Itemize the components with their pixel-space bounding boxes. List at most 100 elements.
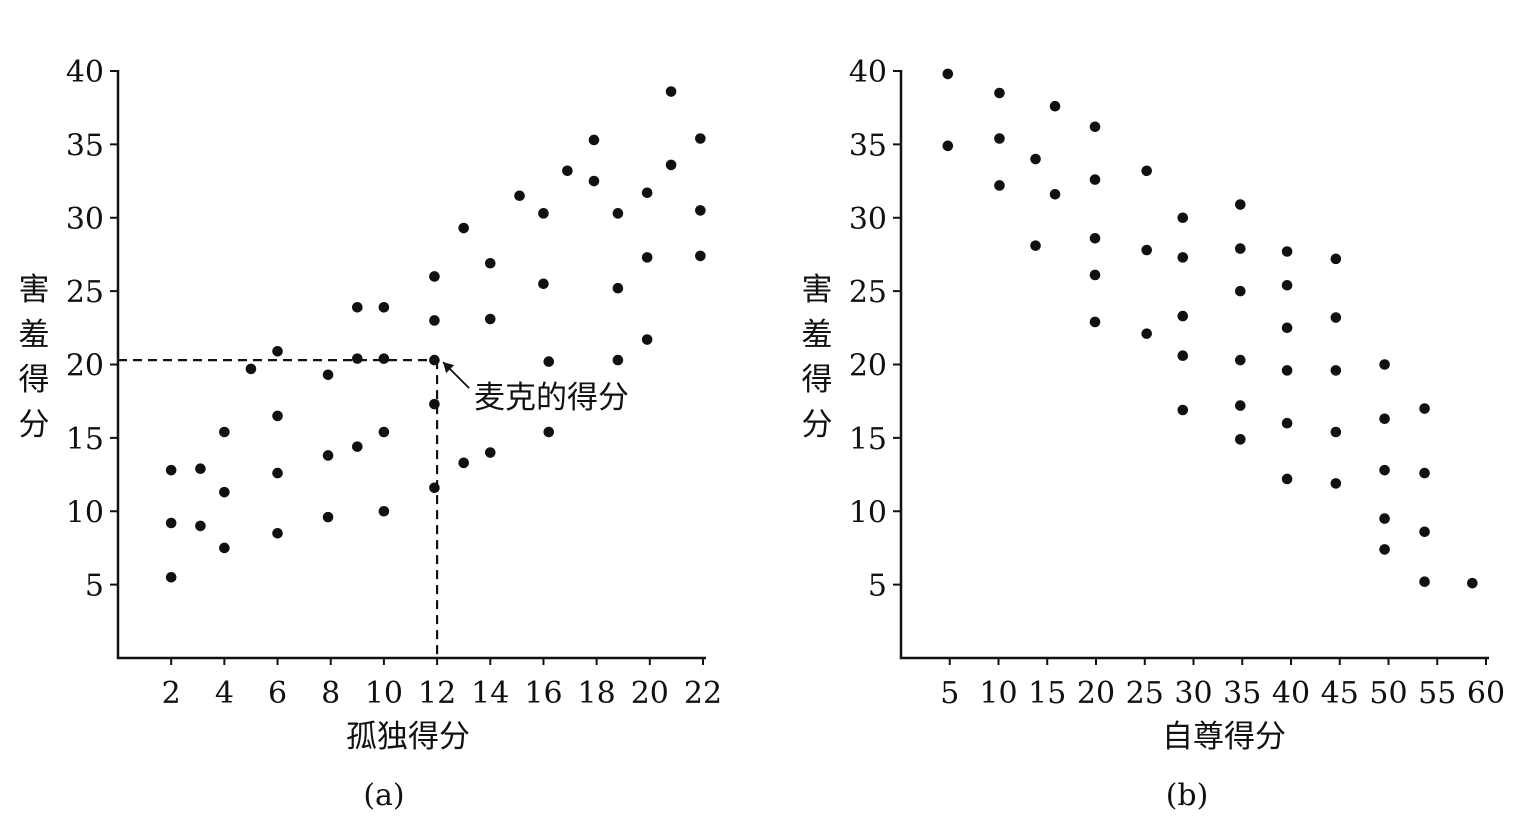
data-point	[272, 410, 283, 422]
annotation-a: 麦克的得分	[118, 358, 629, 658]
data-point	[1049, 100, 1061, 112]
data-point	[1049, 188, 1061, 200]
x-tick-label: 60	[1467, 676, 1505, 711]
data-point	[695, 250, 706, 262]
chart-panel-b: 5 10 15 20 25 30 35 40 45 50 55 60 510152025303540 …	[802, 55, 1506, 813]
data-point	[1177, 310, 1189, 322]
x-tick-label: 14	[471, 676, 509, 711]
data-point	[612, 208, 624, 219]
data-point	[1379, 464, 1390, 476]
data-point	[994, 180, 1005, 191]
data-point	[1141, 165, 1152, 177]
data-point	[429, 354, 440, 366]
data-point	[352, 301, 363, 313]
data-point	[1419, 526, 1430, 538]
y-ticks-a: 5 10 15 20 25 30 35 40	[66, 55, 118, 604]
data-point	[245, 363, 257, 375]
data-point	[1330, 253, 1342, 265]
x-tick-label: 5	[940, 676, 959, 711]
data-point	[612, 282, 624, 294]
axes-b	[899, 70, 1489, 660]
data-point	[1419, 576, 1430, 587]
y-tick-label: 15	[849, 422, 887, 457]
y-axis-title-b: 害羞得分	[802, 272, 833, 443]
data-point	[322, 511, 334, 523]
data-point	[665, 86, 677, 97]
data-point	[1330, 312, 1342, 323]
data-point	[1177, 350, 1189, 361]
y-tick-label: 25	[849, 275, 887, 310]
x-tick-label: 45	[1321, 676, 1359, 711]
data-point	[1379, 513, 1390, 524]
data-point	[1235, 400, 1246, 411]
x-tick-label: 35	[1223, 676, 1261, 711]
data-point	[1141, 244, 1152, 256]
y-tick-label: 35	[66, 128, 104, 163]
data-point	[543, 356, 555, 367]
data-point	[695, 133, 706, 144]
x-tick-label: 6	[268, 676, 287, 711]
x-tick-label: 50	[1369, 676, 1407, 711]
data-point	[665, 159, 677, 171]
data-point	[429, 315, 440, 326]
data-point	[1089, 316, 1101, 328]
data-point	[1235, 434, 1246, 445]
x-tick-label: 18	[578, 676, 616, 711]
data-point	[165, 464, 177, 476]
data-point	[1281, 322, 1293, 334]
x-tick-label: 4	[215, 676, 234, 711]
data-point	[543, 426, 555, 438]
y-tick-label: 30	[849, 202, 887, 237]
data-point	[612, 354, 624, 366]
data-point	[165, 517, 177, 529]
data-point	[942, 68, 954, 80]
data-point	[378, 301, 390, 313]
data-point	[1330, 478, 1342, 489]
data-point	[272, 467, 283, 479]
x-tick-label: 10	[365, 676, 403, 711]
data-point	[1281, 279, 1293, 291]
x-tick-label: 10	[979, 676, 1017, 711]
data-point	[352, 441, 363, 452]
panel-label-b: (b)	[1166, 778, 1209, 813]
data-points-a	[165, 86, 706, 583]
data-point	[378, 353, 390, 364]
data-point	[1467, 577, 1478, 589]
data-point	[641, 252, 653, 263]
data-point	[1281, 417, 1293, 429]
data-point	[641, 187, 653, 199]
y-tick-label: 25	[66, 275, 104, 310]
x-tick-label: 2	[162, 676, 181, 711]
data-point	[1419, 467, 1430, 479]
data-point	[562, 165, 573, 177]
x-tick-label: 12	[418, 676, 456, 711]
data-point	[1177, 404, 1189, 416]
y-tick-label: 30	[66, 202, 104, 237]
data-point	[219, 426, 230, 438]
data-point	[1141, 328, 1152, 339]
data-point	[1030, 153, 1041, 165]
y-tick-label: 20	[849, 349, 887, 384]
data-point	[994, 133, 1005, 144]
data-point	[429, 271, 440, 282]
data-point	[1235, 243, 1246, 254]
data-point	[588, 134, 600, 146]
data-point	[942, 140, 954, 152]
data-point	[219, 486, 230, 498]
data-point	[1235, 285, 1246, 297]
data-point	[458, 457, 469, 469]
x-ticks-b: 5 10 15 20 25 30 35 40 45 50 55 60	[940, 658, 1505, 711]
x-tick-label: 8	[321, 676, 340, 711]
data-point	[1177, 212, 1189, 224]
data-point	[272, 527, 283, 539]
data-point	[352, 353, 363, 364]
y-tick-label: 5	[85, 569, 104, 604]
data-point	[1281, 246, 1293, 257]
data-point	[429, 482, 440, 494]
data-point	[538, 208, 549, 219]
annotation-arrowhead	[443, 362, 455, 374]
data-point	[378, 426, 390, 438]
data-point	[1235, 199, 1246, 210]
data-point	[1379, 359, 1390, 370]
